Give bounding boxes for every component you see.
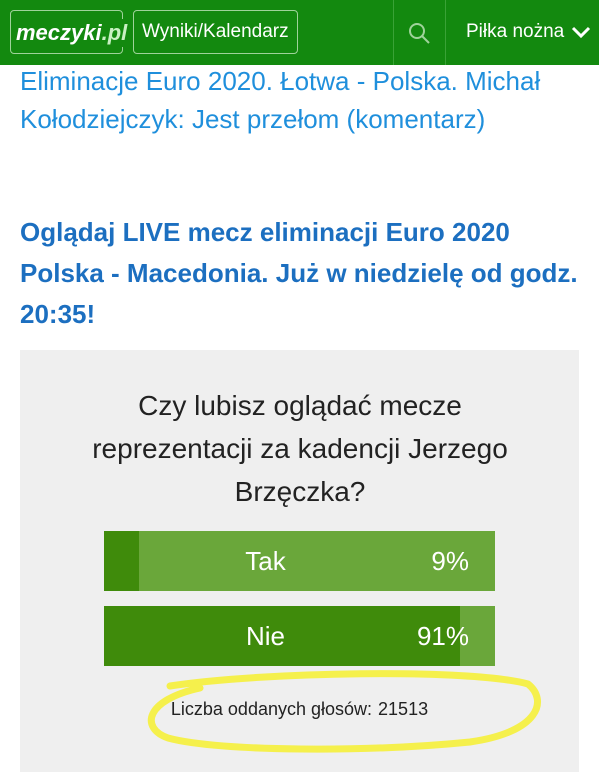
nav-bar: meczyki.pl Wyniki/Kalendarz Piłka nożna <box>0 0 599 65</box>
poll-bar <box>104 606 460 666</box>
option-label: Nie <box>245 621 285 651</box>
search-icon[interactable] <box>407 21 431 45</box>
sport-label: Piłka nożna <box>466 21 565 42</box>
sport-menu[interactable]: Piłka nożna <box>466 0 592 65</box>
logo-text: meczyki <box>16 20 102 45</box>
option-percent: 91% <box>416 621 469 651</box>
results-button[interactable]: Wyniki/Kalendarz <box>133 10 298 54</box>
article-link[interactable]: Eliminacje Euro 2020. Łotwa - Polska. Mi… <box>20 66 541 134</box>
poll-bar <box>104 531 140 591</box>
poll-question: Czy lubisz oglądać mecze reprezentacji z… <box>92 390 508 507</box>
chevron <box>571 26 590 39</box>
votes-label: Liczba oddanych głosów: <box>170 699 373 719</box>
option-percent: 9% <box>431 546 469 576</box>
logo[interactable]: meczyki.pl <box>12 19 132 47</box>
poll: Czy lubisz oglądać mecze reprezentacji z… <box>20 350 579 772</box>
separator <box>445 0 446 65</box>
logo-suffix: .pl <box>101 20 128 45</box>
separator <box>393 0 394 65</box>
option-label: Tak <box>245 546 286 576</box>
votes-number: 21513 <box>378 699 429 719</box>
article-link[interactable]: Oglądaj LIVE mecz eliminacji Euro 2020 P… <box>20 217 578 329</box>
poll-option[interactable]: Nie 91% <box>104 606 495 666</box>
poll-option[interactable]: Tak 9% <box>104 531 495 591</box>
vote-count: Liczba oddanych głosów: 21513 <box>20 699 579 720</box>
